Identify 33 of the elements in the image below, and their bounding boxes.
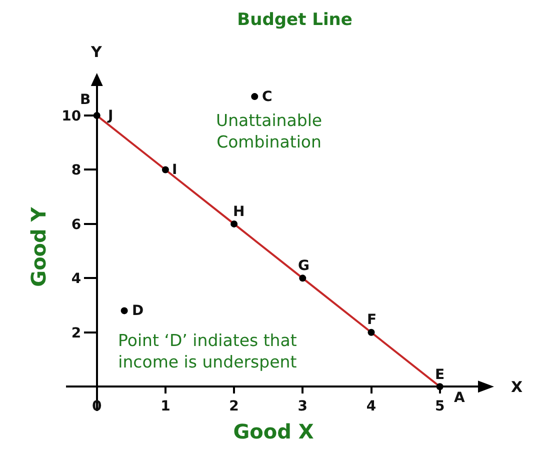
x-axis-title: Good X — [233, 419, 314, 444]
annotation: J — [107, 108, 114, 124]
y-tick-label: 6 — [71, 216, 82, 233]
y-tick-label: 2 — [71, 325, 82, 342]
y-tick-label: 10 — [62, 108, 82, 124]
annotation: Unattainable Combination — [216, 111, 322, 152]
annotation: F — [367, 312, 377, 328]
point — [251, 93, 258, 100]
annotation: H — [233, 204, 245, 220]
annotation: B — [80, 92, 91, 108]
annotation: G — [298, 258, 310, 274]
point — [162, 166, 169, 174]
text: X — [511, 378, 523, 396]
x-tick-label: 1 — [160, 398, 170, 414]
point — [368, 328, 375, 336]
point — [230, 220, 238, 228]
annotation: I — [172, 162, 178, 178]
annotation: D — [132, 303, 144, 319]
annotation: Point ‘D’ indiates that income is underspent — [118, 331, 298, 372]
x-tick-label: 2 — [229, 398, 239, 414]
annotation: C — [262, 89, 272, 105]
chart-title: Budget Line — [237, 10, 352, 30]
y-axis-title: Good Y — [26, 206, 51, 287]
annotation: E — [435, 367, 445, 383]
x-tick-label: 4 — [366, 398, 376, 414]
y-tick-label: 4 — [71, 271, 82, 288]
y-tick-label: 8 — [71, 162, 82, 179]
annotation: A — [454, 390, 465, 406]
point — [299, 274, 306, 282]
x-tick-label: 5 — [434, 398, 445, 414]
x-tick-label: 3 — [298, 398, 308, 414]
text: Y — [90, 43, 103, 61]
point — [120, 307, 128, 314]
